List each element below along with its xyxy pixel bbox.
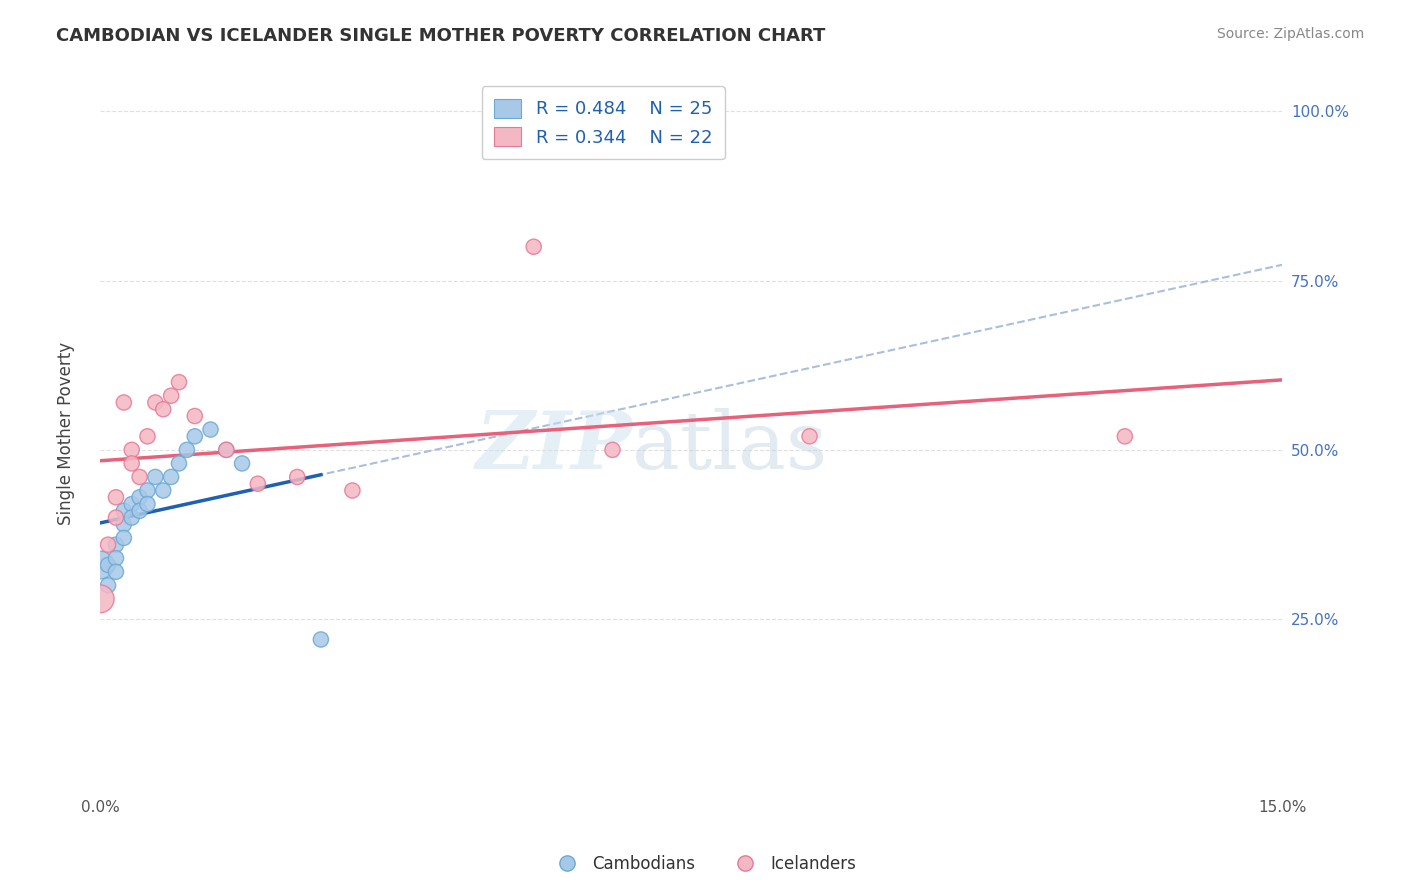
Point bbox=[602, 442, 624, 457]
Point bbox=[128, 504, 150, 518]
Point bbox=[128, 490, 150, 504]
Point bbox=[121, 497, 143, 511]
Point bbox=[121, 510, 143, 524]
Text: atlas: atlas bbox=[633, 409, 827, 486]
Point bbox=[112, 395, 135, 409]
Point bbox=[246, 476, 269, 491]
Y-axis label: Single Mother Poverty: Single Mother Poverty bbox=[58, 342, 75, 524]
Point bbox=[136, 483, 159, 498]
Text: CAMBODIAN VS ICELANDER SINGLE MOTHER POVERTY CORRELATION CHART: CAMBODIAN VS ICELANDER SINGLE MOTHER POV… bbox=[56, 27, 825, 45]
Point bbox=[231, 457, 253, 471]
Point bbox=[112, 531, 135, 545]
Point bbox=[184, 429, 207, 443]
Point bbox=[184, 409, 207, 423]
Point bbox=[152, 402, 174, 417]
Point bbox=[160, 470, 183, 484]
Point bbox=[167, 457, 190, 471]
Point bbox=[523, 240, 546, 254]
Point bbox=[136, 497, 159, 511]
Point bbox=[104, 510, 127, 524]
Point bbox=[89, 558, 111, 572]
Point bbox=[167, 375, 190, 389]
Point bbox=[112, 517, 135, 532]
Point bbox=[176, 442, 198, 457]
Point bbox=[97, 538, 120, 552]
Point bbox=[799, 429, 821, 443]
Point bbox=[104, 551, 127, 566]
Point bbox=[136, 429, 159, 443]
Point bbox=[143, 470, 166, 484]
Text: Source: ZipAtlas.com: Source: ZipAtlas.com bbox=[1216, 27, 1364, 41]
Point bbox=[143, 395, 166, 409]
Point bbox=[104, 538, 127, 552]
Point bbox=[121, 442, 143, 457]
Point bbox=[121, 457, 143, 471]
Point bbox=[200, 423, 222, 437]
Point bbox=[89, 591, 111, 606]
Point bbox=[104, 565, 127, 579]
Point bbox=[342, 483, 364, 498]
Text: ZIP: ZIP bbox=[475, 409, 633, 486]
Point bbox=[112, 504, 135, 518]
Legend: Cambodians, Icelanders: Cambodians, Icelanders bbox=[544, 848, 862, 880]
Point bbox=[104, 490, 127, 504]
Point bbox=[160, 389, 183, 403]
Point bbox=[215, 442, 238, 457]
Legend: R = 0.484    N = 25, R = 0.344    N = 22: R = 0.484 N = 25, R = 0.344 N = 22 bbox=[482, 87, 725, 160]
Point bbox=[152, 483, 174, 498]
Point bbox=[215, 442, 238, 457]
Point bbox=[128, 470, 150, 484]
Point bbox=[285, 470, 308, 484]
Point bbox=[97, 558, 120, 572]
Point bbox=[309, 632, 332, 647]
Point bbox=[1114, 429, 1136, 443]
Point bbox=[97, 578, 120, 592]
